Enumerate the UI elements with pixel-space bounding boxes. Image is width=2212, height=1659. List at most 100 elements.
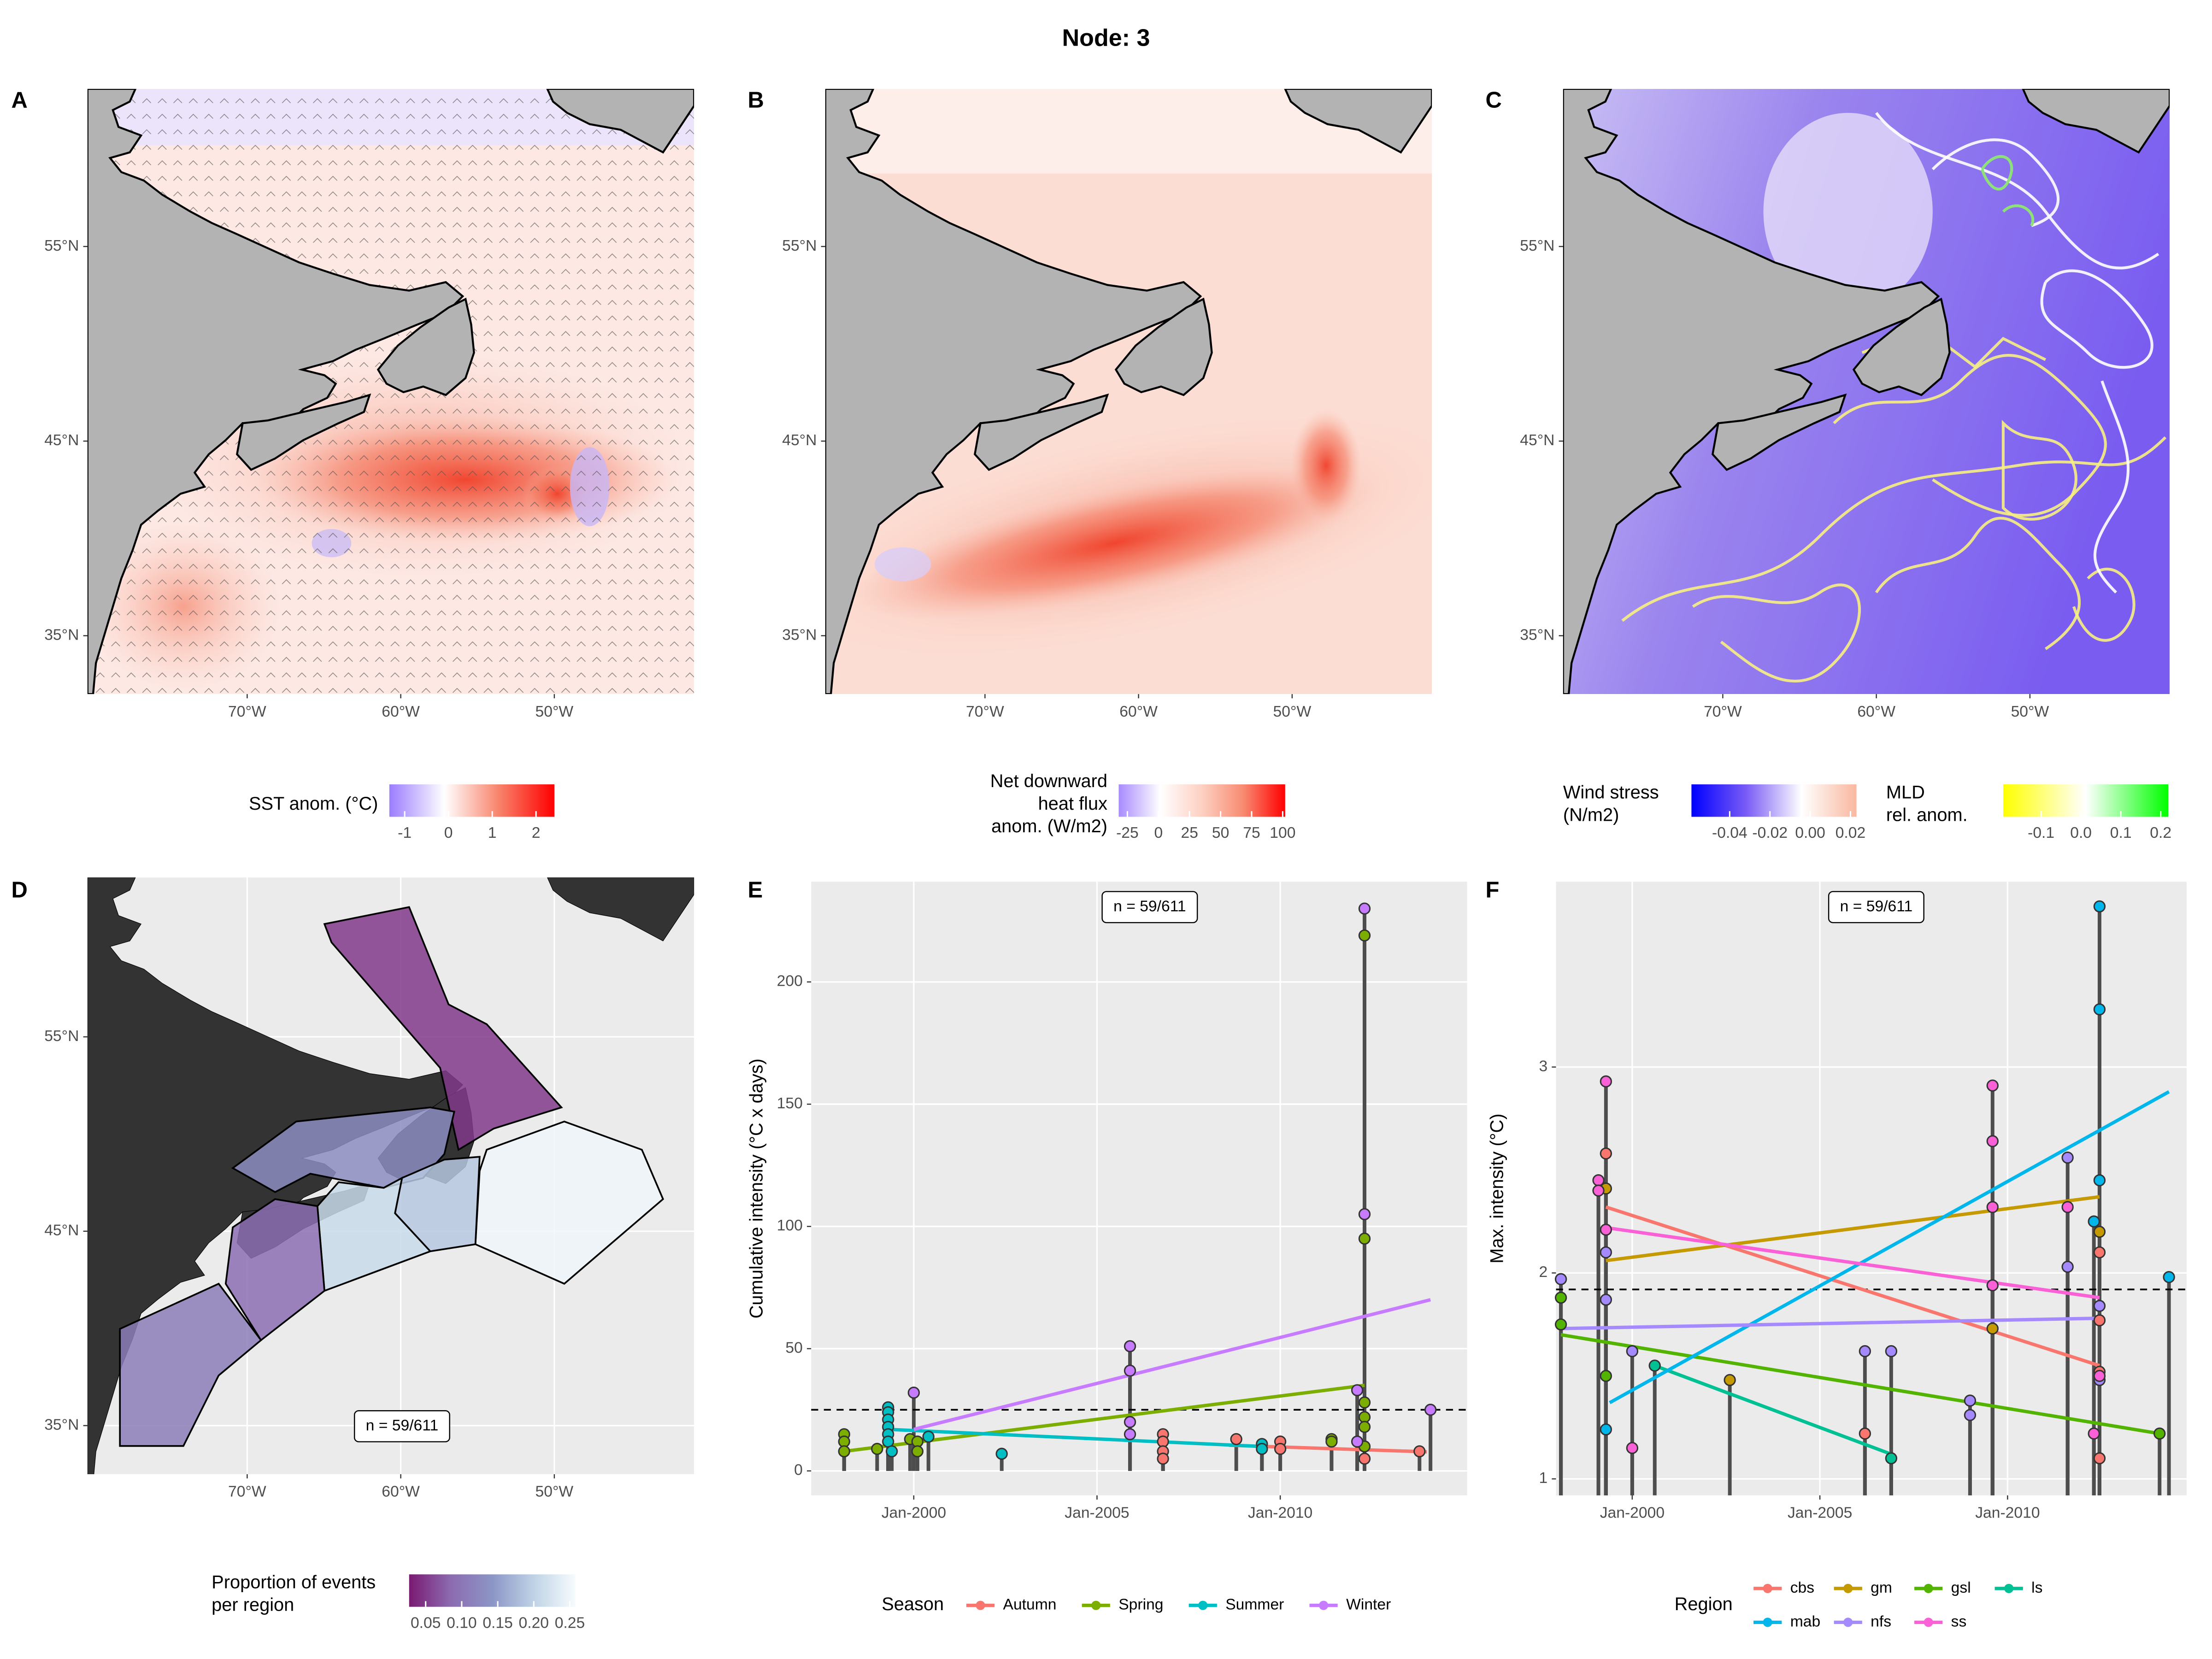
colorbar-title: (N/m2) [1563,805,1619,825]
point [1626,1345,1639,1358]
panel-letter: D [11,878,27,903]
y-tick-label: 35°N [44,626,79,643]
legend-title: Season [882,1594,944,1614]
point [2061,1201,2074,1213]
point [2093,900,2106,913]
colorbar-tick-label: -0.02 [1752,824,1788,841]
legend-swatch-point [1198,1600,1208,1610]
legend-title: Region [1675,1594,1733,1614]
y-tick-label: 100 [777,1217,803,1234]
colorbar-tick-label: 0.15 [482,1614,513,1631]
mld-contour [1692,583,1861,683]
colorbar-tick-label: -0.04 [1712,824,1747,841]
colorbar-title: Wind stress [1563,782,1659,802]
panel-letter: B [747,88,764,112]
panel-background [1556,882,2187,1495]
point [2163,1271,2175,1283]
colorbar-title: rel. anom. [1886,805,1968,825]
point [1986,1079,1999,1092]
land [1563,88,2170,694]
anomaly [1291,409,1362,522]
point [1274,1442,1287,1455]
trend-line [1654,1364,1892,1456]
point [1424,1404,1437,1416]
trend-line [1605,1205,2100,1367]
trend-line [913,1298,1431,1431]
y-tick-label: 35°N [782,626,817,643]
point [838,1445,850,1458]
region [119,1282,262,1447]
point [1592,1174,1605,1187]
land-shape [377,297,475,396]
colorbar-tick-label: 0.25 [555,1614,585,1631]
colorbar-tick-label: 0.10 [447,1614,477,1631]
point [1600,1147,1612,1160]
land-shape [546,88,694,154]
point [1859,1345,1871,1358]
annotation-box [353,1410,450,1442]
mld-contour [1833,354,2107,517]
y-tick-label: 200 [777,973,803,990]
colorbar-tick-label: 0.02 [1835,824,1866,841]
map-panel [87,877,694,1474]
anomaly [852,466,1377,620]
point [1358,929,1371,942]
point [1358,1421,1371,1433]
x-tick-label: 60°W [382,1483,420,1500]
land-shape [974,393,1109,471]
point [1600,1294,1612,1306]
colorbar-tick-label: 0.00 [1795,824,1825,841]
point [1964,1394,1977,1407]
colorbar-title: per region [212,1595,294,1615]
y-tick-label: 55°N [44,237,79,254]
point [1600,1370,1612,1382]
colorbar-title: anom. (W/m2) [991,816,1107,836]
colorbar-tick-label: -0.1 [2028,824,2054,841]
annotation-box [1101,891,1198,924]
colorbar-title: Net downward [990,771,1107,791]
colorbar-title: MLD [1886,782,1925,802]
point [1600,1075,1612,1088]
point [1986,1279,1999,1292]
point [2093,1370,2106,1382]
wind-contour [1931,138,2060,227]
x-tick-label: 60°W [382,703,420,720]
x-tick-label: 60°W [1119,703,1158,720]
land-shape [825,88,1202,694]
x-tick-label: 70°W [228,703,266,720]
legend-label: ss [1951,1613,1967,1630]
point [1124,1365,1136,1377]
colorbar-tick-label: 1 [488,824,497,841]
point [1648,1359,1661,1372]
colorbar [1691,784,1857,817]
point [2093,1300,2106,1312]
y-tick-label: 1 [1539,1470,1547,1487]
x-tick-label: Jan-2005 [1065,1505,1129,1522]
point [2093,1003,2106,1016]
point [2061,1151,2074,1164]
point [2093,1452,2106,1465]
point [2088,1215,2100,1228]
trend-line [888,1427,1262,1448]
annotation: n = 59/611 [1113,898,1186,915]
point [1358,1232,1371,1245]
figure-title: Node: 3 [1062,24,1150,51]
trend-line [1609,1090,2170,1405]
anomaly-cool [874,547,931,582]
point [911,1445,924,1458]
point [1986,1135,1999,1147]
y-tick-label: 45°N [44,432,79,449]
legend-swatch-point [1924,1618,1933,1627]
point [1124,1428,1136,1441]
legend-label: Spring [1118,1596,1163,1613]
mld-contour [2001,419,2077,521]
legend-swatch-point [1843,1583,1853,1594]
point [922,1430,935,1443]
colorbar-tick-label: 2 [532,824,541,841]
region [316,1176,432,1292]
point [1885,1452,1898,1465]
point [1124,1416,1136,1428]
point [1600,1224,1612,1236]
pale-area [1763,112,1933,311]
legend-label: ls [2031,1579,2042,1596]
